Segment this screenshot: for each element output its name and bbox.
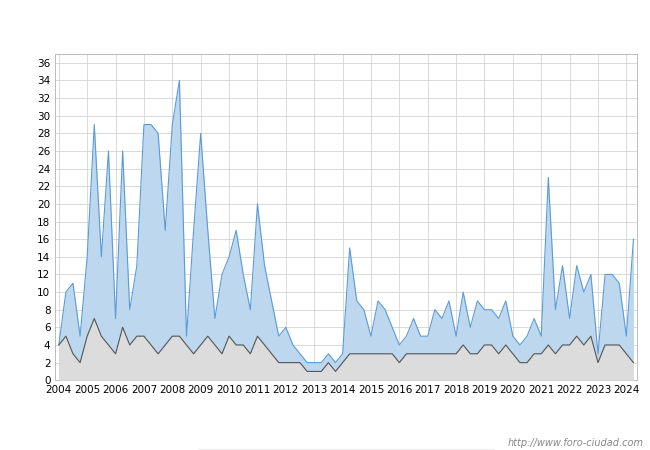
Text: http://www.foro-ciudad.com: http://www.foro-ciudad.com bbox=[508, 438, 644, 448]
Text: Cacabelos - Evolucion del Nº de Transacciones Inmobiliarias: Cacabelos - Evolucion del Nº de Transacc… bbox=[96, 16, 554, 31]
